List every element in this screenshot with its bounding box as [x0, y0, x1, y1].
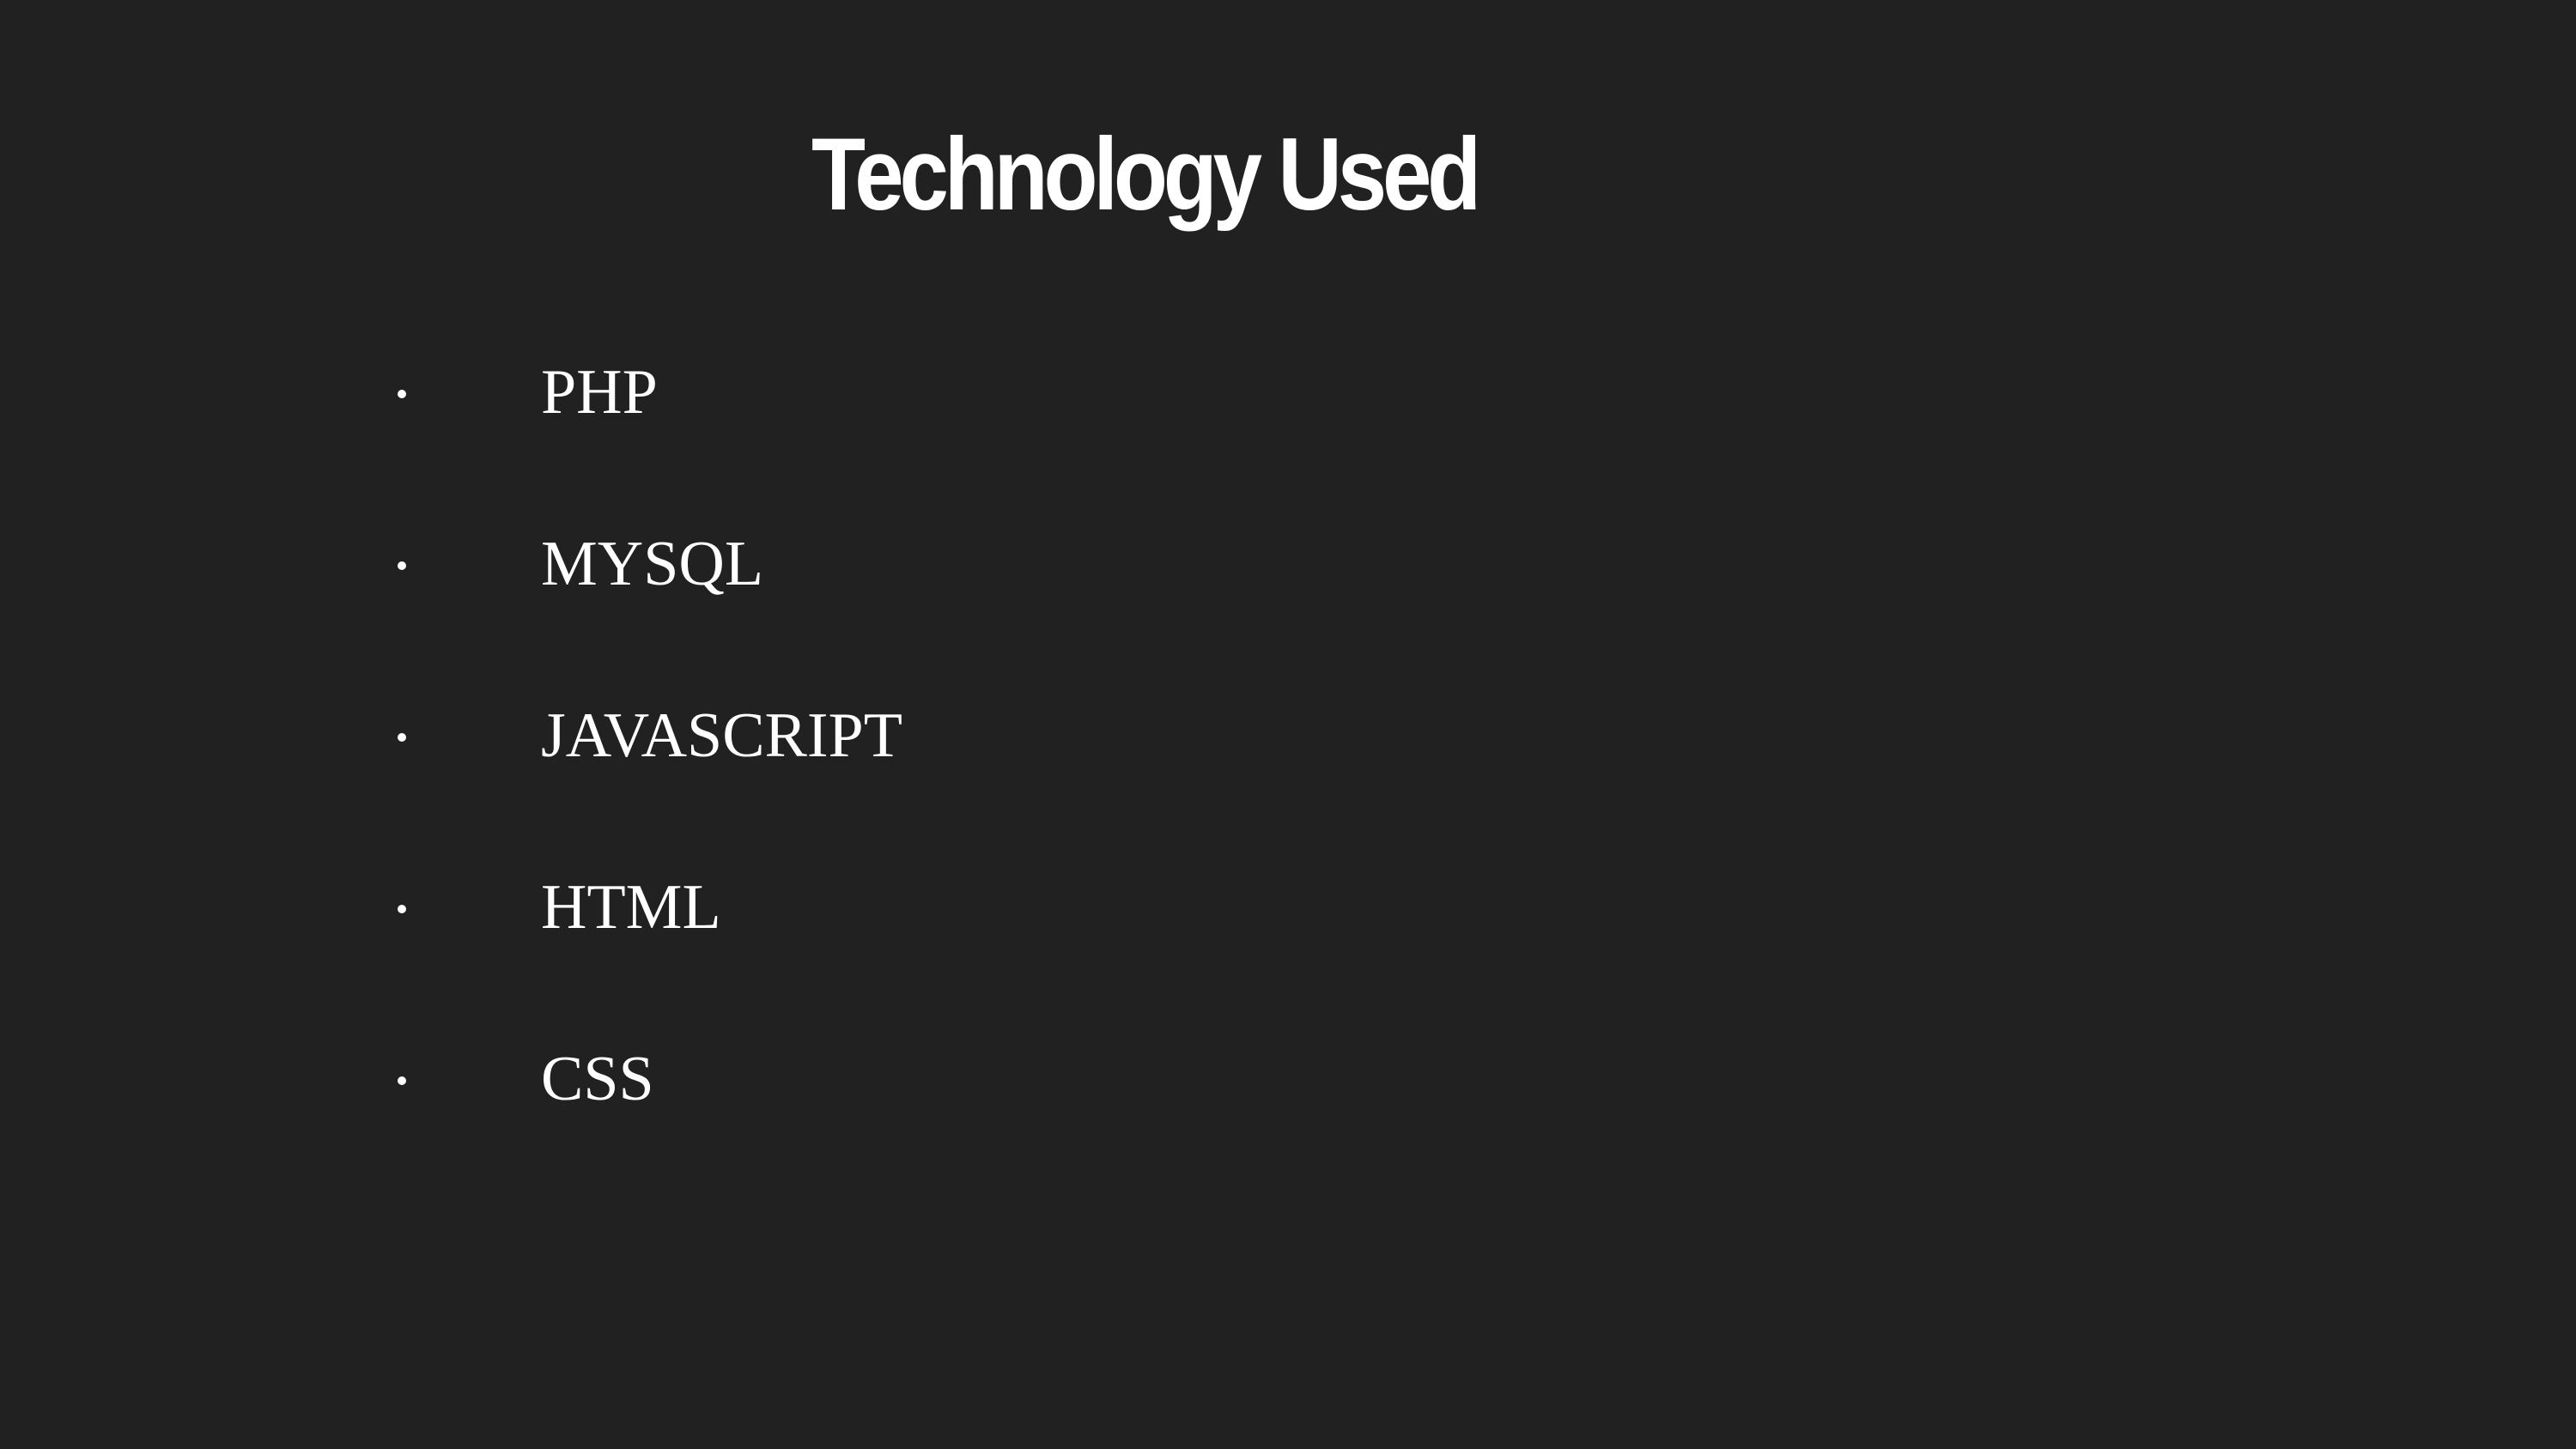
bullet-icon [398, 1076, 406, 1085]
list-item: PHP [0, 345, 1202, 448]
list-item-label: CSS [541, 1044, 654, 1114]
list-item: MYSQL [0, 517, 1202, 620]
list-item: CSS [0, 1032, 1202, 1135]
list-item: HTML [0, 860, 1202, 963]
bullet-icon [398, 905, 406, 913]
list-item-label: HTML [541, 872, 721, 943]
slide-title: Technology Used [811, 117, 1481, 232]
bullet-icon [398, 733, 406, 742]
list-item-label: JAVASCRIPT [541, 700, 902, 771]
list-item: JAVASCRIPT [0, 688, 1202, 791]
list-item-label: PHP [541, 357, 658, 427]
list-item-label: MYSQL [541, 529, 764, 599]
bullet-icon [398, 390, 406, 398]
bullet-icon [398, 561, 406, 570]
